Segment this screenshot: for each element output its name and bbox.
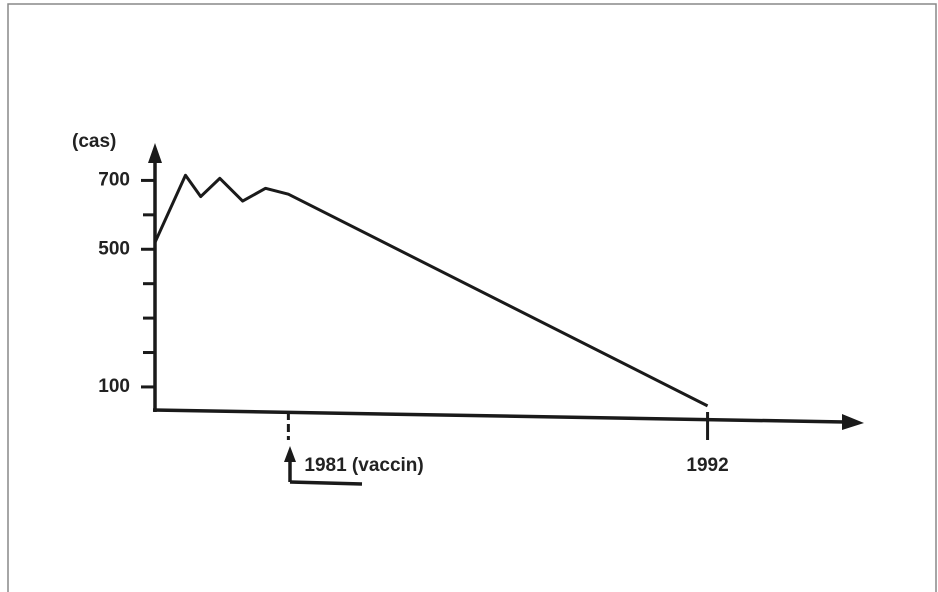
- x-tick-label: 1981 (vaccin): [304, 455, 423, 476]
- y-tick-label: 100: [98, 376, 130, 397]
- y-axis-label: (cas): [72, 131, 116, 152]
- y-axis-arrow: [148, 143, 162, 163]
- y-tick-label: 500: [98, 238, 130, 259]
- vaccine-arrow-base: [289, 480, 363, 486]
- x-axis: [152, 408, 846, 424]
- frame: [7, 3, 937, 592]
- y-tick-label: 700: [98, 169, 130, 190]
- data-line: [153, 173, 709, 408]
- x-axis-arrow: [842, 414, 864, 430]
- x-tick-label: 1992: [686, 455, 728, 476]
- vaccine-arrow-head: [284, 446, 296, 462]
